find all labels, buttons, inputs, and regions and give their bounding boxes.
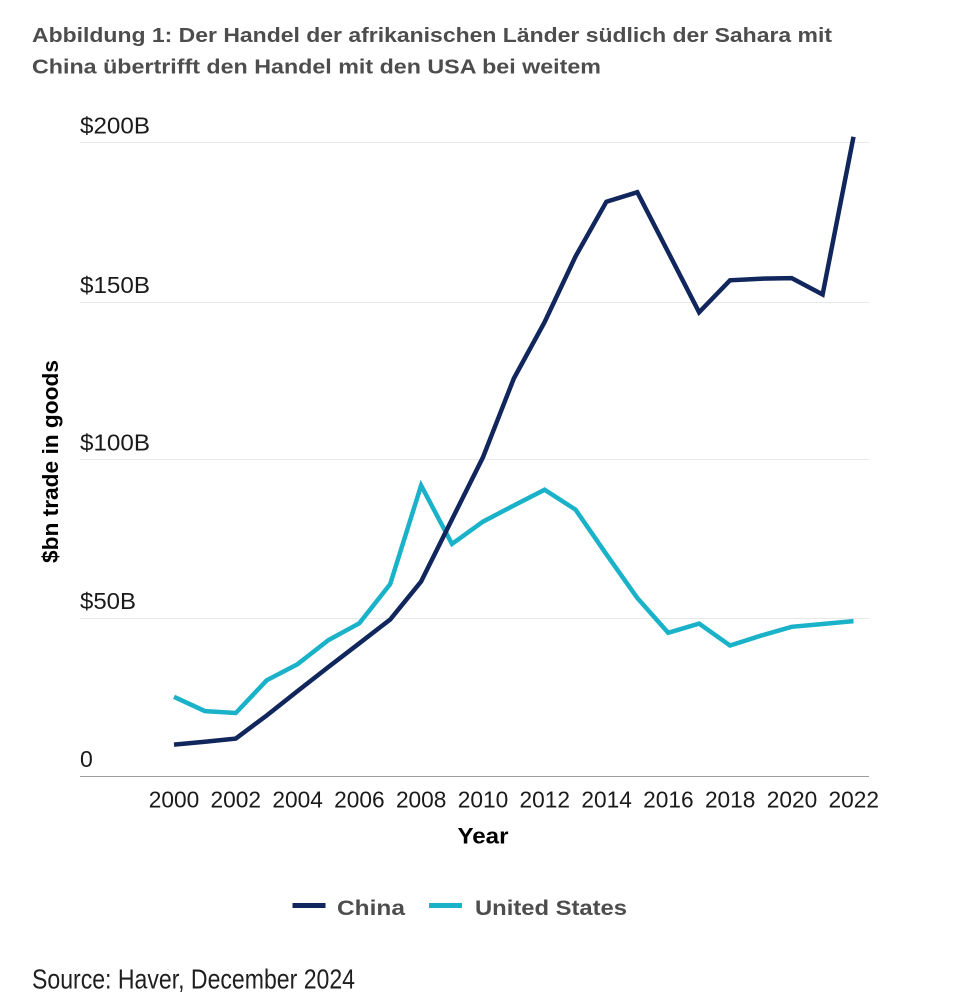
svg-text:Year: Year (458, 824, 509, 849)
svg-text:$100B: $100B (80, 430, 150, 456)
svg-text:United States: United States (475, 896, 627, 920)
svg-text:$150B: $150B (80, 272, 150, 298)
svg-text:2002: 2002 (211, 787, 262, 813)
svg-text:2010: 2010 (458, 787, 509, 813)
svg-text:Abbildung 1: Der Handel der af: Abbildung 1: Der Handel der afrikanische… (32, 24, 832, 47)
svg-text:2012: 2012 (520, 787, 571, 813)
svg-text:$50B: $50B (80, 588, 136, 614)
svg-text:2016: 2016 (643, 787, 694, 813)
svg-text:2020: 2020 (767, 787, 818, 813)
svg-text:China übertrifft den Handel mi: China übertrifft den Handel mit den USA … (32, 56, 601, 79)
svg-text:$bn trade in goods: $bn trade in goods (38, 360, 63, 563)
svg-text:2018: 2018 (705, 787, 756, 813)
svg-text:2008: 2008 (396, 787, 447, 813)
svg-text:2022: 2022 (829, 787, 880, 813)
svg-text:China: China (337, 896, 406, 920)
svg-text:2006: 2006 (334, 787, 385, 813)
svg-text:0: 0 (80, 746, 93, 772)
svg-text:2014: 2014 (581, 787, 632, 813)
svg-text:Source: Haver, December 2024: Source: Haver, December 2024 (32, 964, 355, 995)
svg-text:2000: 2000 (149, 787, 200, 813)
svg-text:2004: 2004 (272, 787, 323, 813)
svg-text:$200B: $200B (80, 113, 150, 139)
